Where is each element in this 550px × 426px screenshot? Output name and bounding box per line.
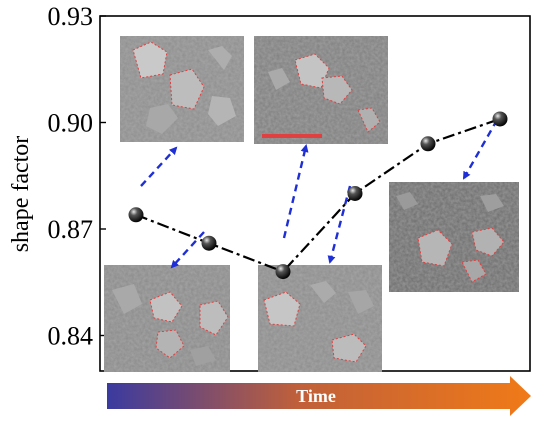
data-point — [492, 111, 508, 127]
sem-inset-2 — [254, 36, 388, 144]
y-tick-label: 0.93 — [48, 2, 94, 31]
sem-inset-4 — [258, 265, 382, 372]
time-arrow-label: Time — [296, 386, 336, 406]
arrow-point3-to-inset2 — [282, 144, 309, 239]
sem-inset-3 — [104, 265, 230, 372]
y-tick-label: 0.84 — [48, 322, 94, 351]
time-arrow-shape — [107, 376, 531, 416]
y-axis: 0.84 0.87 0.90 0.93 shape factor — [8, 2, 106, 351]
data-point — [420, 136, 436, 152]
series-shape-factor — [128, 111, 508, 280]
sem-inset-1 — [120, 36, 244, 142]
arrow-point1-to-inset1 — [140, 146, 178, 187]
arrow-point4-to-inset4 — [327, 185, 352, 264]
time-arrow: Time — [107, 376, 531, 416]
arrow-point2-to-inset3 — [170, 231, 205, 269]
y-axis-label: shape factor — [8, 136, 34, 253]
inset-images — [104, 36, 519, 372]
data-point — [347, 186, 363, 201]
sem-inset-5 — [389, 182, 519, 292]
y-tick-label: 0.90 — [48, 109, 94, 138]
data-point — [275, 264, 291, 280]
data-point — [201, 235, 217, 251]
y-tick-label: 0.87 — [48, 215, 94, 244]
series-line — [135, 117, 501, 273]
inset-arrows — [140, 119, 499, 269]
data-point — [128, 207, 144, 223]
